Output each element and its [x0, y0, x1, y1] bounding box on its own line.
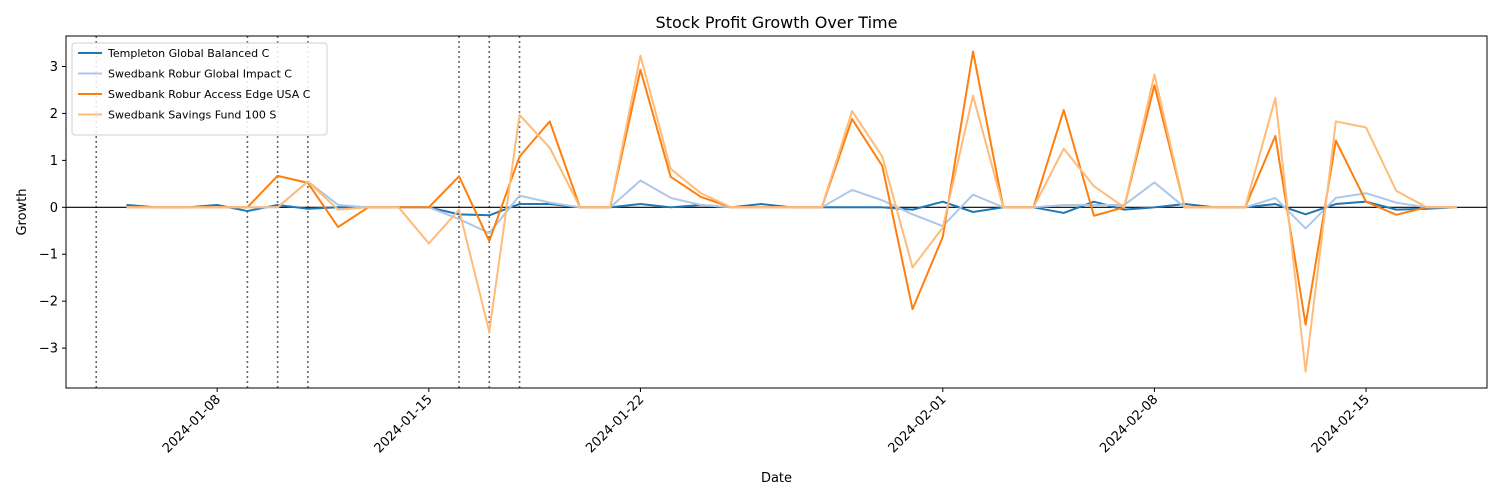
legend-label: Swedbank Robur Access Edge USA C: [108, 88, 311, 101]
y-tick-label: 1: [50, 154, 58, 169]
legend-box: [71, 42, 328, 136]
plot-area: [66, 36, 1487, 388]
legend-label: Templeton Global Balanced C: [107, 47, 270, 60]
legend: Templeton Global Balanced C Swedbank Robu…: [71, 42, 328, 136]
y-tick-label: −3: [39, 342, 58, 357]
plot-frame: [65, 35, 1488, 389]
y-tick-label: −2: [39, 295, 58, 310]
legend-label: Swedbank Savings Fund 100 S: [108, 109, 276, 122]
y-tick-label: 3: [50, 60, 58, 75]
series-line-4: [126, 54, 1457, 373]
x-axis-label: Date: [761, 471, 792, 486]
y-tick-label: 2: [50, 107, 58, 122]
y-tick-label: −1: [39, 248, 58, 263]
y-tick-label: 0: [50, 201, 58, 216]
chart-title: Stock Profit Growth Over Time: [656, 13, 898, 32]
legend-label: Swedbank Robur Global Impact C: [108, 68, 292, 81]
y-axis-label: Growth: [15, 188, 30, 235]
